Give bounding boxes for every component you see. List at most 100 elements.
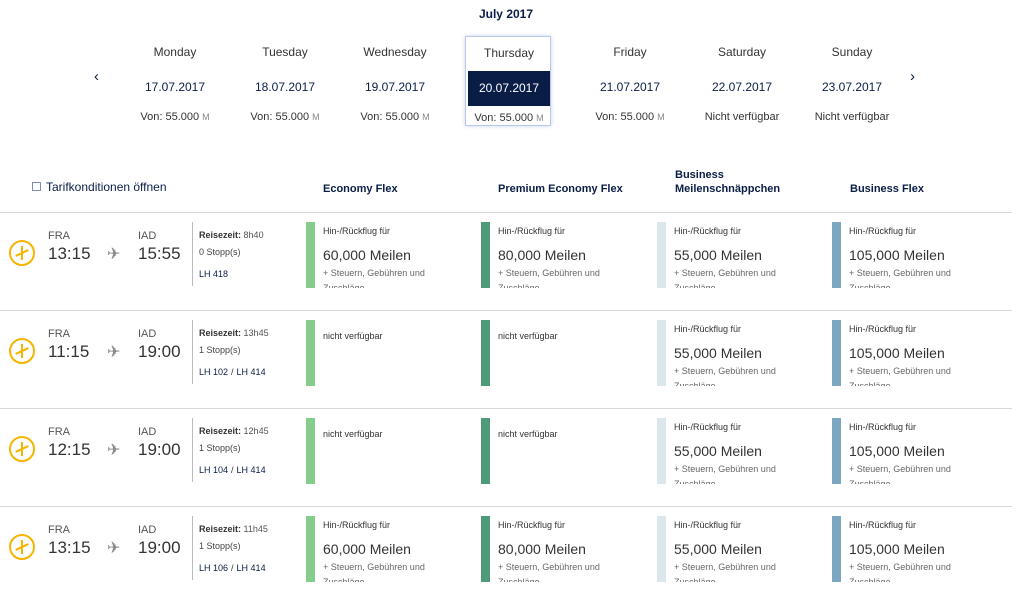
flight-number-link[interactable]: LH 414 xyxy=(236,465,266,475)
fare-label: Hin-/Rückflug für xyxy=(849,324,917,334)
airline-logo-icon xyxy=(9,240,35,266)
fare-color-bar xyxy=(832,516,841,582)
fare-taxes: + Steuern, Gebühren und xyxy=(498,562,600,572)
fare-miles: 105,000 Meilen xyxy=(849,247,945,263)
day-wednesday[interactable]: Wednesday 19.07.2017 Von: 55.000 M xyxy=(340,36,450,126)
tarif-conditions-link[interactable]: Tarifkonditionen öffnen xyxy=(32,180,167,194)
flight-numbers: LH 106/LH 414 xyxy=(199,563,266,573)
fare-miles: 55,000 Meilen xyxy=(674,541,762,557)
day-date: 22.07.2017 xyxy=(711,80,773,94)
flight-row: FRA 13:15 ✈ IAD 19:00 Reisezeit: 11h45 1 Stopp… xyxy=(0,506,1012,590)
fare-option[interactable]: Hin-/Rückflug für 80,000 Meilen + Steuern,… xyxy=(481,222,651,288)
arrival-airport: IAD xyxy=(138,524,157,536)
fare-option[interactable]: Hin-/Rückflug für 105,000 Meilen + Steuern… xyxy=(832,516,1002,582)
flight-number-link[interactable]: LH 414 xyxy=(236,563,266,573)
divider xyxy=(192,222,193,286)
arrival-time: 15:55 xyxy=(138,244,181,263)
departure-airport: FRA xyxy=(48,426,70,438)
fare-option[interactable]: Hin-/Rückflug für 80,000 Meilen + Steuern,… xyxy=(481,516,651,582)
fare-miles: 80,000 Meilen xyxy=(498,247,586,263)
divider xyxy=(192,418,193,482)
fare-surcharges: Zuschläge xyxy=(674,480,716,484)
day-thursday[interactable]: Thursday 20.07.2017 Von: 55.000 M xyxy=(465,36,551,126)
divider xyxy=(192,320,193,384)
flight-number-link[interactable]: LH 418 xyxy=(199,269,229,279)
fare-option: nicht verfügbar xyxy=(306,320,476,386)
fare-color-bar xyxy=(306,516,315,582)
fare-option[interactable]: Hin-/Rückflug für 105,000 Meilen + Steuern… xyxy=(832,320,1002,386)
stops: 1 Stopp(s) xyxy=(199,541,241,551)
fare-option[interactable]: Hin-/Rückflug für 55,000 Meilen + Steuern,… xyxy=(657,320,827,386)
day-date: 19.07.2017 xyxy=(364,80,426,94)
flight-number-link[interactable]: LH 104 xyxy=(199,465,229,475)
fare-color-bar xyxy=(657,222,666,288)
fare-miles: 55,000 Meilen xyxy=(674,443,762,459)
arrival-airport: IAD xyxy=(138,426,157,438)
fare-label: Hin-/Rückflug für xyxy=(674,324,742,334)
arrival-airport: IAD xyxy=(138,328,157,340)
fare-option[interactable]: Hin-/Rückflug für 105,000 Meilen + Steuern… xyxy=(832,222,1002,288)
airplane-icon: ✈ xyxy=(107,344,121,361)
fare-color-bar xyxy=(657,320,666,386)
arrival-time: 19:00 xyxy=(138,440,181,459)
flight-number-link[interactable]: LH 106 xyxy=(199,563,229,573)
day-tuesday[interactable]: Tuesday 18.07.2017 Von: 55.000 M xyxy=(230,36,340,126)
departure-airport: FRA xyxy=(48,230,70,242)
fare-surcharges: Zuschläge xyxy=(498,284,540,288)
departure-airport: FRA xyxy=(48,524,70,536)
divider xyxy=(192,516,193,580)
miles-unit: M xyxy=(312,112,320,122)
flight-numbers: LH 104/LH 414 xyxy=(199,465,266,475)
airplane-icon: ✈ xyxy=(107,442,121,459)
fare-option[interactable]: Hin-/Rückflug für 55,000 Meilen + Steuern,… xyxy=(657,516,827,582)
fare-option[interactable]: Hin-/Rückflug für 60,000 Meilen + Steuern,… xyxy=(306,516,476,582)
column-header-economy-flex: Economy Flex xyxy=(323,183,398,195)
fare-option[interactable]: Hin-/Rückflug für 55,000 Meilen + Steuern,… xyxy=(657,418,827,484)
arrival-time: 19:00 xyxy=(138,342,181,361)
day-date: 21.07.2017 xyxy=(599,80,661,94)
day-sunday[interactable]: Sunday 23.07.2017 Nicht verfügbar xyxy=(797,36,907,126)
fare-miles: 80,000 Meilen xyxy=(498,541,586,557)
airplane-icon: ✈ xyxy=(107,540,121,557)
fare-surcharges: Zuschläge xyxy=(674,382,716,386)
fare-taxes: + Steuern, Gebühren und xyxy=(674,464,776,474)
day-saturday[interactable]: Saturday 22.07.2017 Nicht verfügbar xyxy=(687,36,797,126)
day-monday[interactable]: Monday 17.07.2017 Von: 55.000 M xyxy=(120,36,230,126)
fare-color-bar xyxy=(832,222,841,288)
fare-color-bar xyxy=(481,418,490,484)
day-weekday: Wednesday xyxy=(363,45,427,59)
fare-color-bar xyxy=(657,516,666,582)
fare-label: Hin-/Rückflug für xyxy=(323,520,391,530)
departure-time: 13:15 xyxy=(48,244,91,263)
fare-unavailable: nicht verfügbar xyxy=(498,331,558,341)
day-date: 17.07.2017 xyxy=(144,80,206,94)
chevron-right-icon[interactable]: › xyxy=(910,68,915,85)
flight-number-link[interactable]: LH 414 xyxy=(236,367,266,377)
chevron-left-icon[interactable]: ‹ xyxy=(94,68,99,85)
fare-label: Hin-/Rückflug für xyxy=(849,422,917,432)
fare-taxes: + Steuern, Gebühren und xyxy=(849,268,951,278)
fare-option[interactable]: Hin-/Rückflug für 60,000 Meilen + Steuern,… xyxy=(306,222,476,288)
fare-color-bar xyxy=(306,320,315,386)
day-friday[interactable]: Friday 21.07.2017 Von: 55.000 M xyxy=(575,36,685,126)
column-header-premium-economy-flex: Premium Economy Flex xyxy=(498,183,623,195)
day-weekday: Thursday xyxy=(483,46,535,60)
fare-label: Hin-/Rückflug für xyxy=(674,226,742,236)
fare-miles: 105,000 Meilen xyxy=(849,443,945,459)
fare-option[interactable]: Hin-/Rückflug für 55,000 Meilen + Steuern,… xyxy=(657,222,827,288)
day-weekday: Tuesday xyxy=(262,45,308,59)
airline-logo-icon xyxy=(9,436,35,462)
fare-option[interactable]: Hin-/Rückflug für 105,000 Meilen + Steuern… xyxy=(832,418,1002,484)
fare-label: Hin-/Rückflug für xyxy=(674,422,742,432)
fare-surcharges: Zuschläge xyxy=(323,578,365,582)
departure-time: 11:15 xyxy=(48,342,90,361)
fare-label: Hin-/Rückflug für xyxy=(323,226,391,236)
flight-number-link[interactable]: LH 102 xyxy=(199,367,229,377)
fare-taxes: + Steuern, Gebühren und xyxy=(323,268,425,278)
fare-option: nicht verfügbar xyxy=(481,418,651,484)
fare-color-bar xyxy=(306,222,315,288)
airline-logo-icon xyxy=(9,534,35,560)
travel-time: Reisezeit: 12h45 xyxy=(199,426,269,436)
fare-surcharges: Zuschläge xyxy=(849,284,891,288)
fare-taxes: + Steuern, Gebühren und xyxy=(674,366,776,376)
